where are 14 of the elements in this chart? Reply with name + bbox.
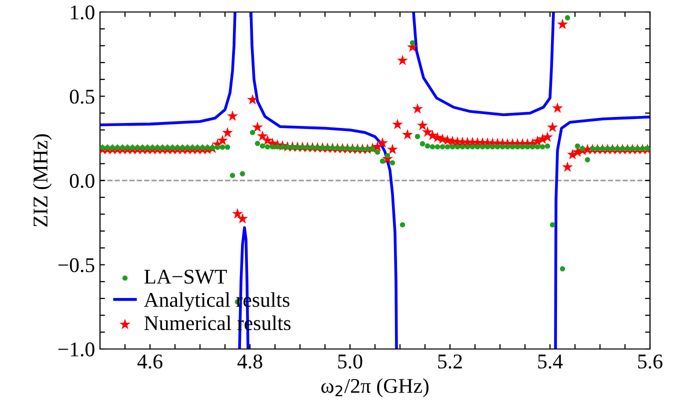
y-tick-label: −1.0 [58,342,94,357]
y-tick-label: 0.5 [70,90,94,104]
y-tick-label: −0.5 [58,258,94,272]
x-tick-label: 5.2 [438,354,462,369]
x-tick-label: 5.6 [638,354,662,369]
x-tick-label: 5.4 [538,354,563,369]
y-axis-title: ZIZ (MHz) [32,134,52,227]
y-tick-label: 1.0 [70,5,94,20]
x-tick-label: 5.0 [338,354,362,369]
x-tick-label: 4.6 [137,354,162,369]
x-axis-title: ω$_{2}$/2π (GHz) [321,378,429,398]
legend-label: LA−SWT [144,270,227,284]
y-tick-label: 0.0 [70,174,94,188]
x-tick-label: 4.8 [237,354,262,369]
